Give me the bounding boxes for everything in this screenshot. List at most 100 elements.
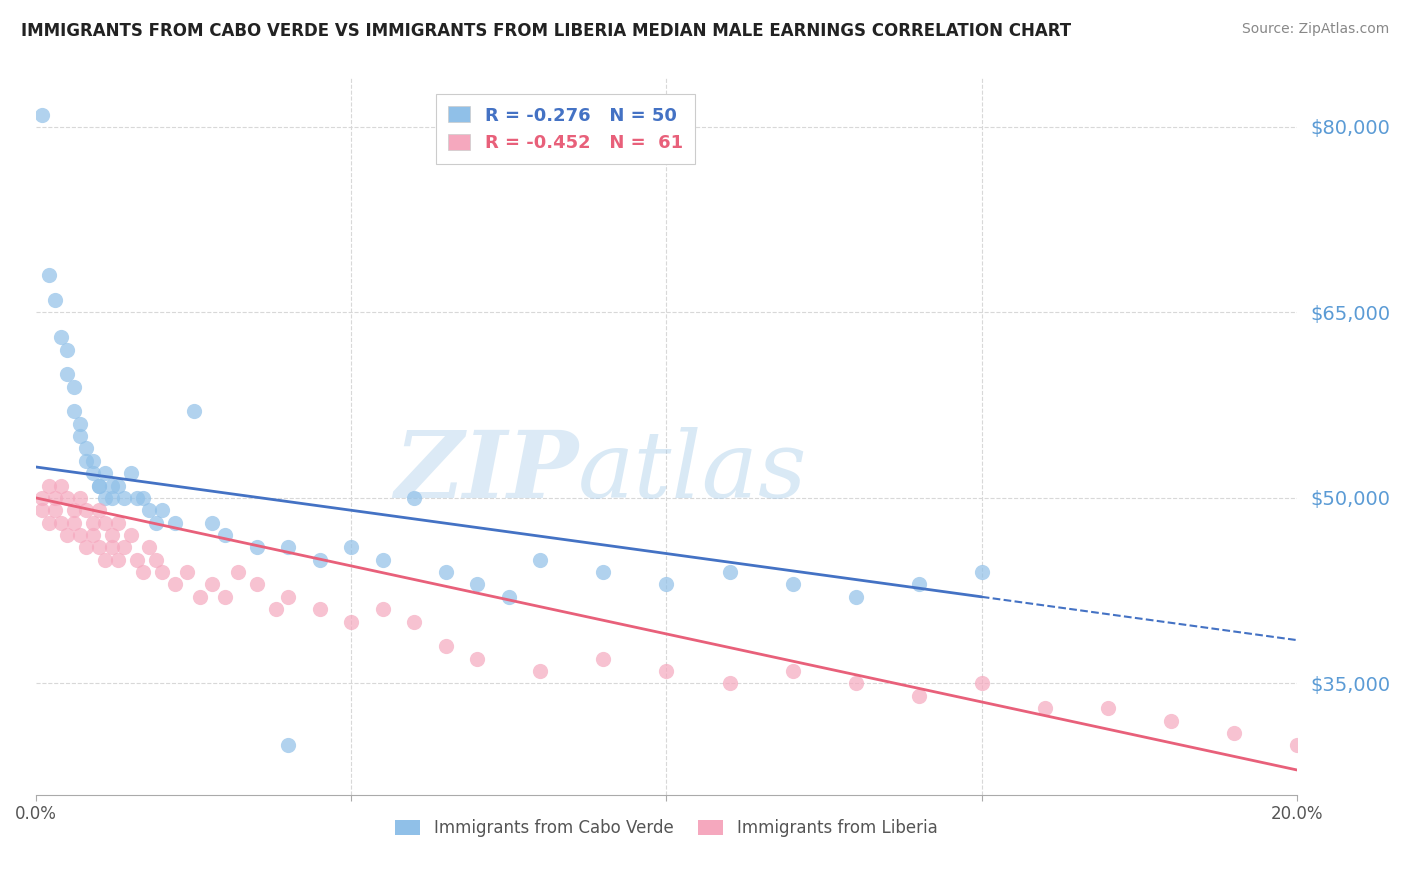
- Point: [107, 516, 129, 530]
- Point: [970, 565, 993, 579]
- Point: [75, 541, 97, 555]
- Point: [69, 528, 91, 542]
- Point: [150, 503, 173, 517]
- Point: [183, 404, 205, 418]
- Point: [150, 565, 173, 579]
- Point: [44, 293, 66, 307]
- Point: [125, 553, 148, 567]
- Point: [75, 454, 97, 468]
- Point: [82, 454, 104, 468]
- Point: [75, 503, 97, 517]
- Point: [277, 541, 299, 555]
- Point: [62, 379, 84, 393]
- Point: [62, 404, 84, 418]
- Point: [69, 429, 91, 443]
- Point: [87, 478, 110, 492]
- Point: [465, 651, 488, 665]
- Point: [87, 503, 110, 517]
- Point: [970, 676, 993, 690]
- Text: IMMIGRANTS FROM CABO VERDE VS IMMIGRANTS FROM LIBERIA MEDIAN MALE EARNINGS CORRE: IMMIGRANTS FROM CABO VERDE VS IMMIGRANTS…: [21, 22, 1071, 40]
- Point: [87, 478, 110, 492]
- Point: [62, 516, 84, 530]
- Point: [120, 466, 142, 480]
- Point: [38, 268, 60, 283]
- Point: [38, 478, 60, 492]
- Legend: Immigrants from Cabo Verde, Immigrants from Liberia: Immigrants from Cabo Verde, Immigrants f…: [388, 813, 945, 844]
- Point: [56, 528, 79, 542]
- Point: [100, 478, 122, 492]
- Point: [1223, 726, 1246, 740]
- Point: [44, 491, 66, 505]
- Point: [132, 565, 155, 579]
- Point: [94, 553, 117, 567]
- Point: [434, 565, 457, 579]
- Point: [69, 417, 91, 431]
- Point: [277, 590, 299, 604]
- Point: [1285, 738, 1308, 752]
- Point: [845, 590, 868, 604]
- Point: [529, 664, 551, 678]
- Point: [655, 577, 678, 591]
- Point: [498, 590, 520, 604]
- Point: [264, 602, 287, 616]
- Point: [845, 676, 868, 690]
- Point: [56, 368, 79, 382]
- Point: [82, 466, 104, 480]
- Point: [246, 541, 269, 555]
- Point: [112, 541, 135, 555]
- Point: [138, 503, 160, 517]
- Point: [145, 516, 167, 530]
- Point: [340, 615, 363, 629]
- Point: [56, 491, 79, 505]
- Point: [277, 738, 299, 752]
- Point: [38, 516, 60, 530]
- Point: [100, 491, 122, 505]
- Point: [371, 602, 394, 616]
- Point: [371, 553, 394, 567]
- Point: [201, 516, 224, 530]
- Point: [107, 478, 129, 492]
- Point: [226, 565, 249, 579]
- Point: [112, 491, 135, 505]
- Point: [163, 577, 186, 591]
- Point: [907, 689, 929, 703]
- Point: [188, 590, 211, 604]
- Point: [56, 343, 79, 357]
- Point: [94, 491, 117, 505]
- Point: [62, 503, 84, 517]
- Text: Source: ZipAtlas.com: Source: ZipAtlas.com: [1241, 22, 1389, 37]
- Point: [201, 577, 224, 591]
- Point: [246, 577, 269, 591]
- Point: [145, 553, 167, 567]
- Point: [176, 565, 198, 579]
- Point: [592, 651, 614, 665]
- Point: [94, 466, 117, 480]
- Point: [100, 528, 122, 542]
- Point: [465, 577, 488, 591]
- Point: [82, 528, 104, 542]
- Point: [49, 516, 72, 530]
- Point: [434, 640, 457, 654]
- Point: [31, 491, 53, 505]
- Point: [44, 503, 66, 517]
- Text: atlas: atlas: [578, 427, 807, 517]
- Point: [1160, 714, 1182, 728]
- Point: [163, 516, 186, 530]
- Point: [1033, 701, 1056, 715]
- Text: ZIP: ZIP: [394, 427, 578, 517]
- Point: [214, 590, 236, 604]
- Point: [404, 615, 426, 629]
- Point: [214, 528, 236, 542]
- Point: [782, 664, 804, 678]
- Point: [404, 491, 426, 505]
- Point: [31, 503, 53, 517]
- Point: [782, 577, 804, 591]
- Point: [49, 330, 72, 344]
- Point: [94, 516, 117, 530]
- Point: [132, 491, 155, 505]
- Point: [82, 516, 104, 530]
- Point: [1097, 701, 1119, 715]
- Point: [69, 491, 91, 505]
- Point: [138, 541, 160, 555]
- Point: [87, 541, 110, 555]
